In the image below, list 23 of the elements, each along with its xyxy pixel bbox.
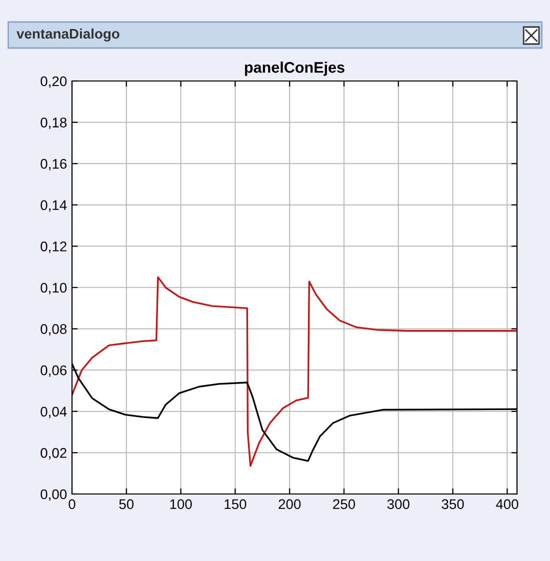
- x-tick-label: 300: [387, 499, 410, 510]
- y-tick-label: 0,12: [40, 242, 66, 254]
- y-tick-label: 0,02: [40, 448, 66, 460]
- chart-title: panelConEjes: [244, 62, 344, 76]
- y-tick-label: 0,20: [40, 76, 67, 88]
- x-tick-label: 200: [278, 499, 301, 510]
- x-tick-label: 350: [442, 499, 464, 510]
- y-tick-label: 0,16: [40, 158, 67, 170]
- y-tick-label: 0,00: [40, 489, 67, 501]
- x-tick-label: 100: [170, 499, 192, 510]
- x-tick-label: 250: [333, 499, 356, 510]
- line-series: [72, 276, 517, 467]
- x-tick-label: 0: [68, 499, 76, 510]
- y-tick-label: 0,06: [40, 365, 67, 377]
- x-tick-label: 400: [496, 499, 518, 510]
- y-tick-label: 0,08: [40, 324, 67, 336]
- y-tick-label: 0,10: [40, 282, 67, 294]
- x-tick-label: 150: [224, 499, 246, 510]
- y-tick-label: 0,18: [40, 118, 67, 130]
- y-tick-label: 0,14: [40, 200, 67, 212]
- text: ventanaDialogo: [16, 28, 120, 42]
- y-tick-label: 0,04: [40, 406, 67, 418]
- x-tick-label: 50: [119, 499, 134, 510]
